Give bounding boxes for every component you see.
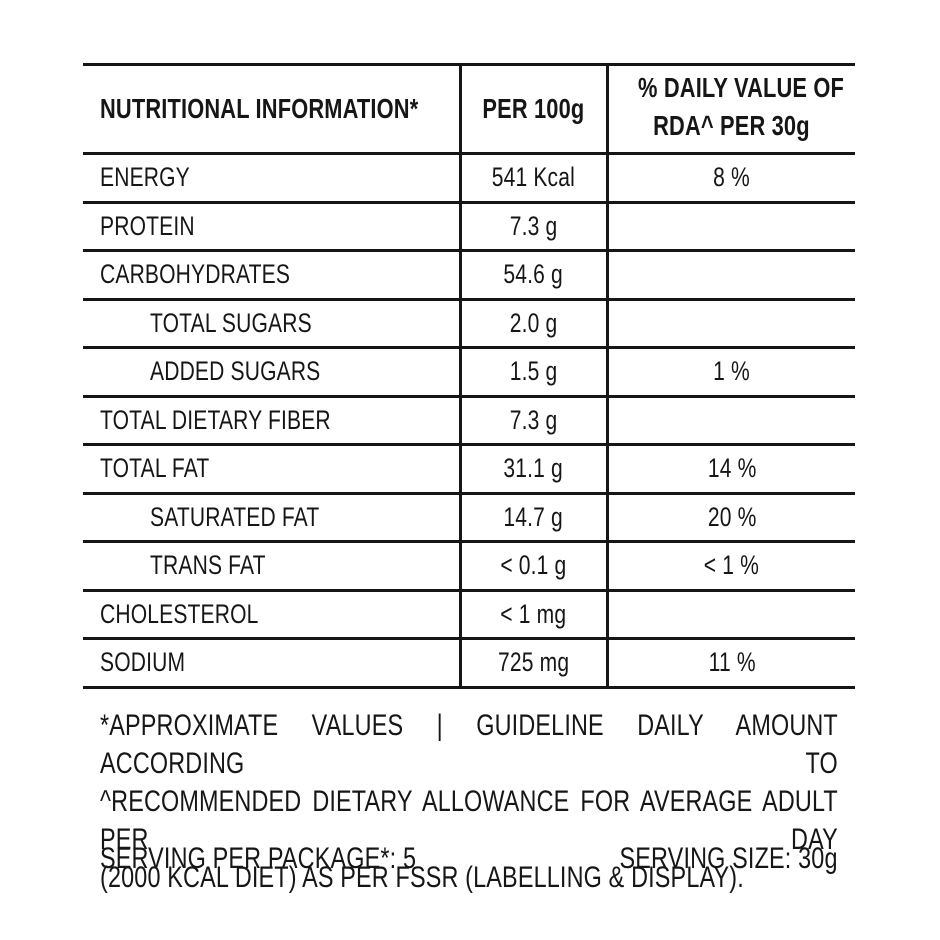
rda-percent-value: 20 % (605, 493, 855, 543)
table-row-cholesterol: CHOLESTEROL < 1 mg (83, 590, 855, 640)
per-100g-value: 14.7 g (458, 493, 607, 543)
per-100g-value: < 0.1 g (458, 541, 607, 592)
table-row-total-dietary-fiber: TOTAL DIETARY FIBER 7.3 g (83, 396, 855, 446)
table-row-total-fat: TOTAL FAT 31.1 g 14 % (83, 444, 855, 495)
footnote-line-2: ^RECOMMENDED DIETARY ALLOWANCE FOR AVERA… (100, 785, 838, 856)
per-100g-value: 2.0 g (458, 299, 607, 349)
nutrient-label: TOTAL DIETARY FIBER (83, 396, 460, 446)
rda-percent-value (605, 250, 855, 301)
nutrient-label: TRANS FAT (83, 541, 460, 592)
per-100g-value: 541 Kcal (458, 153, 607, 204)
table-row-sodium: SODIUM 725 mg 11 % (83, 638, 855, 689)
per-100g-value: 31.1 g (458, 444, 607, 495)
serving-size-text: SERVING SIZE: 30g (619, 842, 838, 875)
table-header-row: NUTRITIONAL INFORMATION* PER 100g % DAIL… (83, 63, 855, 155)
rda-percent-value (605, 202, 855, 252)
per-100g-value: 7.3 g (458, 202, 607, 252)
nutrient-label: PROTEIN (83, 202, 460, 252)
nutrient-label: TOTAL FAT (83, 444, 460, 495)
rda-percent-value: 1 % (605, 347, 855, 398)
rda-percent-value: < 1 % (605, 541, 855, 592)
rda-percent-value (605, 590, 855, 640)
table-row-protein: PROTEIN 7.3 g (83, 202, 855, 252)
serving-per-package-text: SERVING PER PACKAGE*: 5 (100, 842, 417, 875)
nutrient-label: CHOLESTEROL (83, 590, 460, 640)
rda-percent-value (605, 299, 855, 349)
column-header-daily-value-rda: % DAILY VALUE OF RDA^ PER 30g (605, 63, 855, 155)
serving-info: SERVING PER PACKAGE*: 5 SERVING SIZE: 30… (100, 840, 838, 878)
table-row-saturated-fat: SATURATED FAT 14.7 g 20 % (83, 493, 855, 543)
nutrition-table: NUTRITIONAL INFORMATION* PER 100g % DAIL… (83, 63, 855, 689)
rda-percent-value (605, 396, 855, 446)
rda-percent-value: 14 % (605, 444, 855, 495)
column-header-nutritional-information: NUTRITIONAL INFORMATION* (83, 63, 460, 155)
nutrient-label: SODIUM (83, 638, 460, 689)
nutrient-label: CARBOHYDRATES (83, 250, 460, 301)
per-100g-value: 1.5 g (458, 347, 607, 398)
per-100g-value: 54.6 g (458, 250, 607, 301)
nutrient-label: TOTAL SUGARS (83, 299, 460, 349)
per-100g-value: < 1 mg (458, 590, 607, 640)
column-header-per-100g: PER 100g (458, 63, 607, 155)
nutrient-label: SATURATED FAT (83, 493, 460, 543)
nutrient-label: ADDED SUGARS (83, 347, 460, 398)
footnote: *APPROXIMATE VALUES | GUIDELINE DAILY AM… (100, 707, 940, 897)
rda-percent-value: 8 % (605, 153, 855, 204)
table-row-carbohydrates: CARBOHYDRATES 54.6 g (83, 250, 855, 301)
table-row-added-sugars: ADDED SUGARS 1.5 g 1 % (83, 347, 855, 398)
per-100g-value: 7.3 g (458, 396, 607, 446)
table-row-trans-fat: TRANS FAT < 0.1 g < 1 % (83, 541, 855, 592)
table-row-energy: ENERGY 541 Kcal 8 % (83, 153, 855, 204)
per-100g-value: 725 mg (458, 638, 607, 689)
table-row-total-sugars: TOTAL SUGARS 2.0 g (83, 299, 855, 349)
footnote-line-1: *APPROXIMATE VALUES | GUIDELINE DAILY AM… (100, 709, 838, 780)
rda-percent-value: 11 % (605, 638, 855, 689)
nutrient-label: ENERGY (83, 153, 460, 204)
footnote-line-3: (2000 KCAL DIET) AS PER FSSR (LABELLING … (100, 861, 744, 894)
